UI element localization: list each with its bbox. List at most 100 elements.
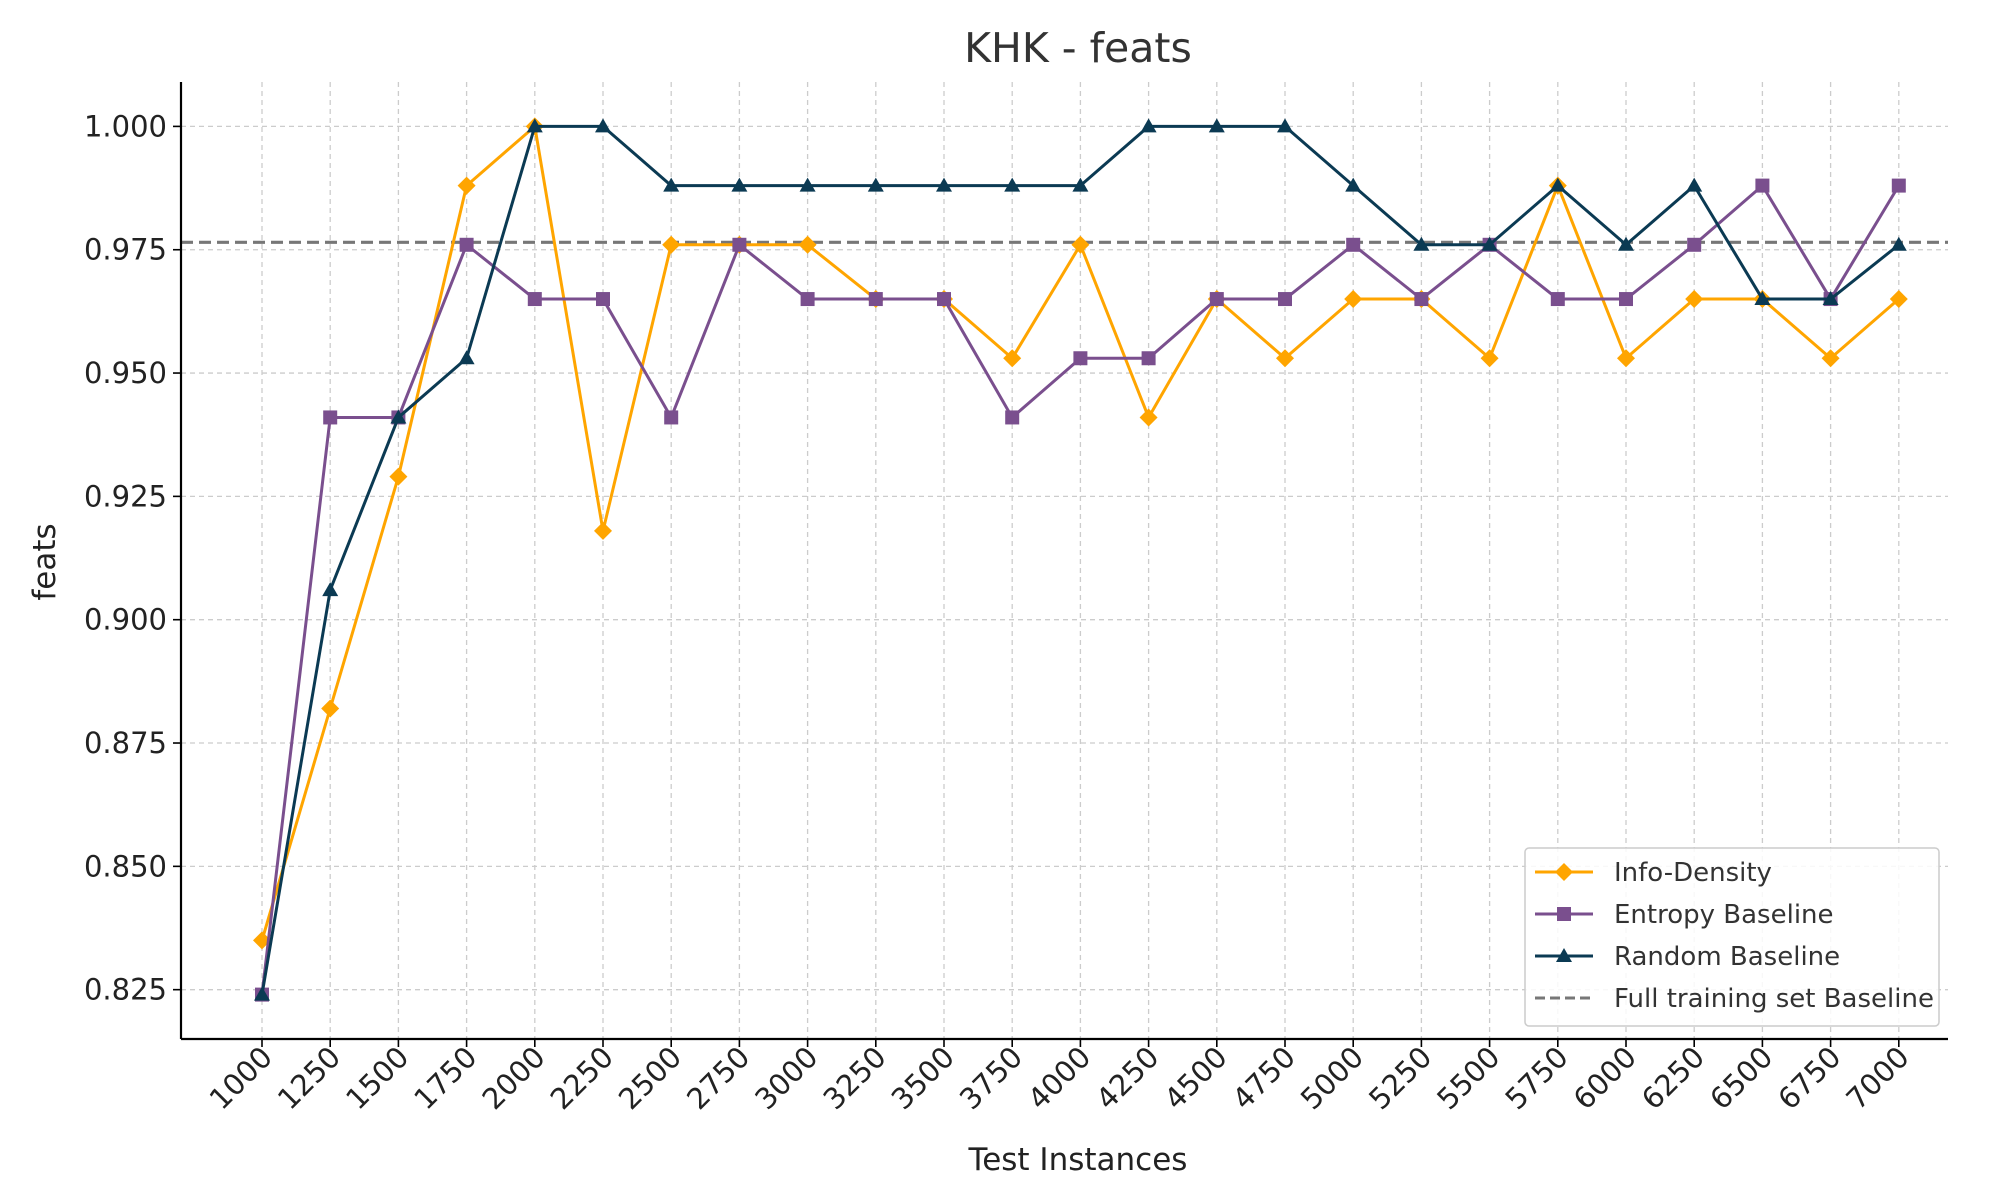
- x-tick-label: 3500: [885, 1040, 961, 1116]
- data-point: [798, 235, 817, 254]
- data-point: [1891, 178, 1906, 193]
- legend-marker: [1555, 863, 1573, 881]
- x-tick-label: 1250: [271, 1040, 347, 1116]
- legend-marker: [1556, 948, 1572, 962]
- legend-label: Random Baseline: [1614, 942, 1840, 972]
- data-point: [594, 521, 612, 540]
- legend-label: Full training set Baseline: [1614, 984, 1934, 1014]
- x-tick-label: 4500: [1158, 1040, 1234, 1116]
- data-point: [1141, 351, 1156, 366]
- data-point: [322, 582, 339, 597]
- legend-item: Random Baseline: [1535, 942, 1840, 972]
- data-point: [936, 177, 952, 192]
- data-point: [731, 177, 748, 192]
- legend-item: Info-Density: [1535, 858, 1772, 888]
- x-tick-label: 5500: [1430, 1040, 1506, 1116]
- data-point: [1890, 236, 1907, 251]
- data-point: [1277, 118, 1293, 133]
- data-point: [867, 177, 884, 192]
- x-tick-layer: 1000125015001750200022502500275030003250…: [203, 1039, 1916, 1116]
- legend-marker: [1557, 907, 1571, 921]
- y-tick-label: 0.900: [84, 603, 167, 637]
- data-point: [1549, 177, 1566, 192]
- series-1: [255, 178, 1906, 1002]
- data-point: [1822, 291, 1839, 306]
- x-tick-label: 1500: [339, 1040, 415, 1116]
- data-point: [1005, 410, 1020, 425]
- y-tick-label: 0.875: [84, 726, 167, 760]
- data-point: [457, 176, 476, 195]
- data-point: [1687, 237, 1702, 252]
- x-tick-label: 6750: [1771, 1040, 1847, 1116]
- x-tick-label: 2750: [680, 1040, 756, 1116]
- x-tick-label: 3750: [953, 1040, 1029, 1116]
- data-point: [800, 292, 815, 307]
- x-tick-label: 1000: [203, 1040, 279, 1116]
- x-tick-label: 6000: [1567, 1040, 1643, 1116]
- data-point: [1140, 118, 1157, 133]
- data-point: [459, 237, 474, 252]
- data-point: [664, 410, 679, 425]
- series-layer: [253, 117, 1908, 1002]
- x-tick-label: 2250: [544, 1040, 620, 1116]
- data-point: [1550, 292, 1565, 307]
- data-point: [662, 235, 681, 254]
- data-point: [1619, 292, 1633, 307]
- data-point: [596, 292, 610, 307]
- data-point: [321, 699, 340, 718]
- data-point: [1072, 177, 1089, 192]
- data-point: [323, 410, 338, 425]
- x-tick-label: 6250: [1635, 1040, 1711, 1116]
- data-point: [1276, 349, 1294, 368]
- x-tick-label: 4000: [1021, 1040, 1097, 1116]
- data-point: [1755, 178, 1770, 193]
- data-point: [1889, 290, 1908, 309]
- x-tick-label: 5000: [1294, 1040, 1370, 1116]
- data-point: [1617, 349, 1635, 368]
- legend: Info-Density Entropy Baseline Random Basel…: [1524, 847, 1940, 1027]
- data-point: [1618, 236, 1634, 251]
- data-point: [1003, 349, 1022, 368]
- data-point: [458, 350, 475, 365]
- x-tick-label: 4250: [1089, 1040, 1165, 1116]
- x-axis-label: Test Instances: [968, 1142, 1188, 1178]
- data-point: [1278, 292, 1292, 307]
- x-tick-label: 2500: [612, 1040, 688, 1116]
- x-tick-label: 5750: [1499, 1040, 1575, 1116]
- y-tick-label: 0.950: [84, 356, 167, 390]
- x-tick-label: 1750: [407, 1040, 483, 1116]
- data-point: [595, 118, 611, 133]
- data-point: [1754, 291, 1771, 306]
- data-point: [1480, 349, 1499, 368]
- data-point: [732, 237, 747, 252]
- data-point: [526, 118, 543, 133]
- y-tick-label: 0.975: [84, 233, 167, 267]
- data-point: [799, 177, 816, 192]
- x-tick-label: 2000: [476, 1040, 552, 1116]
- legend-item: Full training set Baseline: [1535, 984, 1934, 1014]
- data-point: [1345, 177, 1362, 192]
- data-point: [1208, 118, 1225, 133]
- data-point: [1004, 177, 1021, 192]
- y-tick-label: 0.825: [84, 973, 167, 1007]
- legend-label: Entropy Baseline: [1614, 900, 1834, 930]
- y-tick-label: 1.000: [84, 109, 167, 143]
- data-point: [390, 409, 407, 424]
- data-point: [1821, 349, 1840, 368]
- data-point: [527, 292, 542, 307]
- x-tick-label: 6500: [1703, 1040, 1779, 1116]
- data-point: [1686, 177, 1703, 192]
- data-point: [868, 292, 883, 307]
- data-point: [663, 177, 680, 192]
- legend-box: [1524, 847, 1940, 1027]
- x-tick-label: 5250: [1362, 1040, 1438, 1116]
- data-point: [1346, 237, 1361, 252]
- x-tick-label: 3000: [748, 1040, 824, 1116]
- data-point: [1344, 290, 1363, 309]
- legend-items: Info-Density Entropy Baseline Random Basel…: [1535, 858, 1934, 1014]
- axes-layer: [179, 82, 1948, 1041]
- x-tick-label: 4750: [1226, 1040, 1302, 1116]
- data-point: [937, 292, 951, 307]
- data-point: [254, 986, 270, 1001]
- data-point: [1413, 236, 1430, 251]
